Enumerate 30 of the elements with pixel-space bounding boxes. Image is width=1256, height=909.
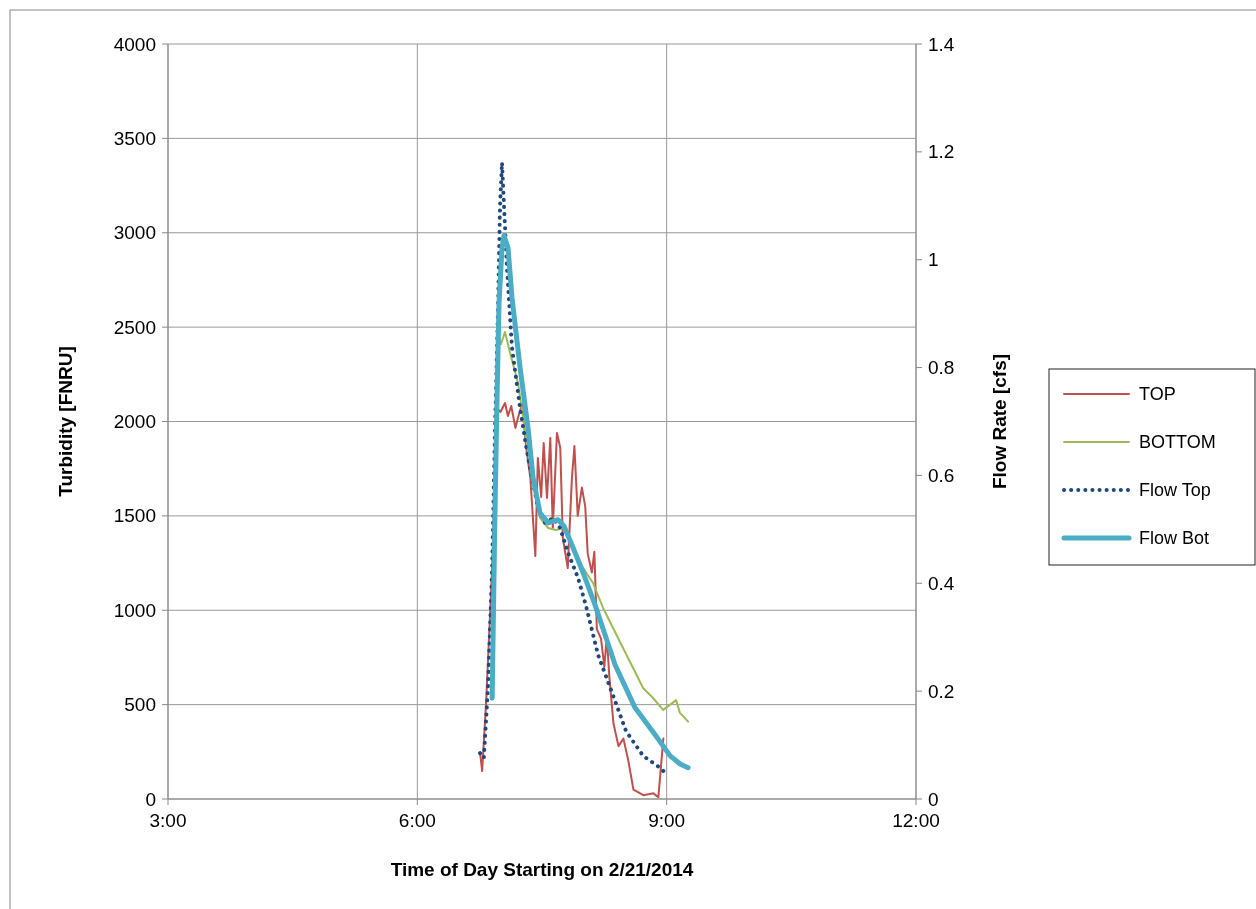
y2-tick-label: 1 — [928, 249, 939, 271]
y-tick-label: 3500 — [113, 127, 156, 149]
y2-axis-title: Flow Rate [cfs] — [989, 353, 1010, 490]
y-tick-label: 0 — [145, 788, 156, 810]
x-tick-label: 12:00 — [892, 810, 940, 831]
x-tick-label: 9:00 — [648, 810, 686, 831]
y2-tick-label: 0.6 — [928, 464, 955, 486]
y-tick-label: 3000 — [113, 222, 156, 244]
y2-tick-label: 0.4 — [928, 572, 955, 594]
line-series — [478, 160, 666, 773]
legend-label: BOTTOM — [1139, 432, 1216, 452]
y2-tick-label: 0.8 — [928, 357, 955, 379]
y2-tick-label: 1.2 — [928, 141, 955, 163]
y-tick-label: 1500 — [113, 505, 156, 527]
x-axis-title: Time of Day Starting on 2/21/2014 — [390, 859, 694, 880]
y-tick-label: 1000 — [113, 599, 156, 621]
y-tick-label: 2500 — [113, 316, 156, 338]
y-tick-label: 4000 — [113, 33, 156, 55]
legend-label: TOP — [1139, 384, 1176, 404]
legend-label: Flow Bot — [1139, 528, 1210, 548]
y2-tick-label: 1.4 — [928, 33, 955, 55]
x-tick-label: 6:00 — [398, 810, 436, 831]
y-axis-title: Turbidity [FNRU] — [55, 346, 76, 497]
y2-tick-label: 0.2 — [928, 680, 955, 702]
y-tick-label: 500 — [124, 694, 156, 716]
y2-tick-label: 0 — [928, 788, 939, 810]
legend-label: Flow Top — [1139, 480, 1211, 500]
x-tick-label: 3:00 — [149, 810, 187, 831]
y-tick-label: 2000 — [113, 411, 156, 432]
line-series — [479, 402, 665, 799]
